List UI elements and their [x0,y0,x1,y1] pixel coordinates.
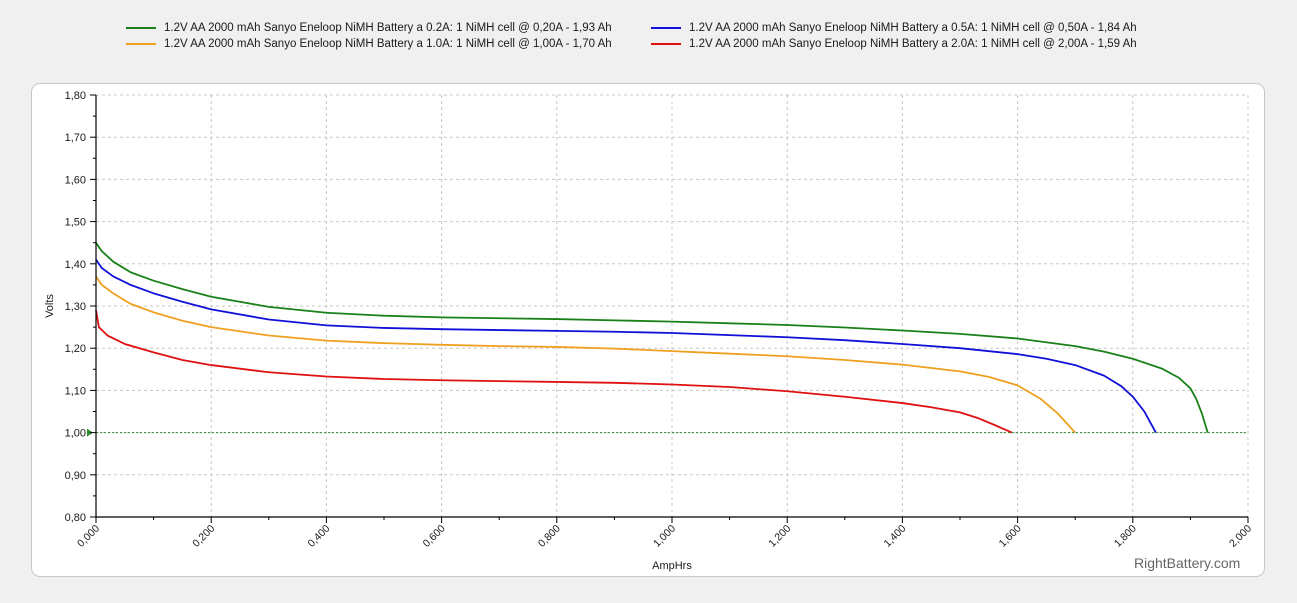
y-tick-label: 0,90 [65,470,86,482]
y-tick-label: 0,80 [65,512,86,524]
x-tick-label: 0,000 [75,523,102,550]
y-tick-label: 1,30 [65,301,86,313]
legend-label: 1.2V AA 2000 mAh Sanyo Eneloop NiMH Batt… [164,22,612,34]
legend-label: 1.2V AA 2000 mAh Sanyo Eneloop NiMH Batt… [689,22,1137,34]
series-line-2 [95,275,1076,434]
legend-swatch-blue [651,27,681,29]
watermark: RightBattery.com [1134,555,1241,571]
legend-item-0.5a: 1.2V AA 2000 mAh Sanyo Eneloop NiMH Batt… [651,22,1137,34]
x-tick-label: 1,800 [1112,523,1139,550]
y-tick-label: 1,70 [65,132,86,144]
axes: 0,80 0,90 1,00 1,10 1,20 1,30 1,40 1,50 1,60 1,70… [65,90,1255,550]
series-line-1 [95,259,1157,434]
y-axis-label: Volts [44,294,56,318]
x-tick-label: 1,000 [651,523,678,550]
y-tick-label: 1,50 [65,217,86,229]
legend-swatch-green [126,27,156,29]
series-line-0 [95,242,1209,433]
y-tick-label: 1,40 [65,259,86,271]
x-tick-label: 0,600 [421,523,448,550]
x-tick-label: 1,200 [766,523,793,550]
legend-label: 1.2V AA 2000 mAh Sanyo Eneloop NiMH Batt… [164,38,612,50]
legend-swatch-red [651,43,681,45]
legend-item-2.0a: 1.2V AA 2000 mAh Sanyo Eneloop NiMH Batt… [651,38,1137,50]
x-axis-label: AmpHrs [652,560,692,572]
legend-item-0.2a: 1.2V AA 2000 mAh Sanyo Eneloop NiMH Batt… [126,22,612,34]
legend-item-1.0a: 1.2V AA 2000 mAh Sanyo Eneloop NiMH Batt… [126,38,612,50]
y-tick-label: 1,60 [65,174,86,186]
x-tick-label: 1,600 [997,523,1024,550]
y-tick-label: 1,80 [65,90,86,102]
x-tick-label: 1,400 [881,523,908,550]
x-tick-label: 0,200 [190,523,217,550]
legend-swatch-orange [126,43,156,45]
y-tick-label: 1,10 [65,385,86,397]
y-tick-label: 1,00 [65,428,86,440]
y-tick-label: 1,20 [65,343,86,355]
series-group [95,242,1209,434]
x-tick-label: 0,800 [536,523,563,550]
x-tick-label: 0,400 [305,523,332,550]
series-line-3 [95,310,1013,434]
legend-label: 1.2V AA 2000 mAh Sanyo Eneloop NiMH Batt… [689,38,1137,50]
x-tick-label: 2,000 [1227,523,1254,550]
